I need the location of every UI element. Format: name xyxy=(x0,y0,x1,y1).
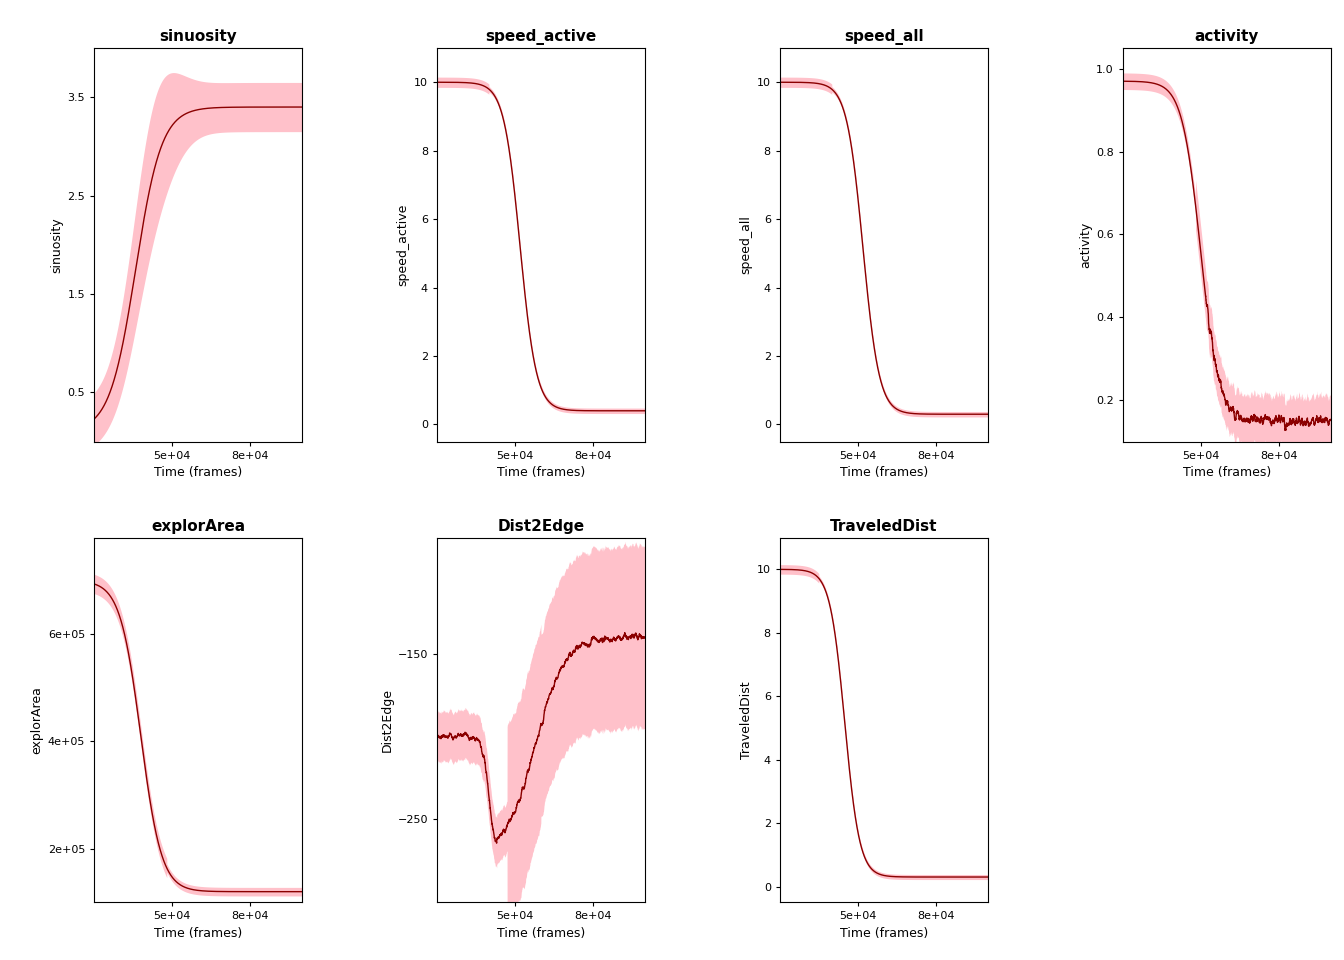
Title: sinuosity: sinuosity xyxy=(159,29,237,44)
X-axis label: Time (frames): Time (frames) xyxy=(153,927,242,940)
Title: Dist2Edge: Dist2Edge xyxy=(497,518,585,534)
X-axis label: Time (frames): Time (frames) xyxy=(840,927,927,940)
Title: speed_active: speed_active xyxy=(485,29,597,45)
Title: activity: activity xyxy=(1195,29,1259,44)
X-axis label: Time (frames): Time (frames) xyxy=(153,467,242,479)
Y-axis label: sinuosity: sinuosity xyxy=(50,217,63,273)
X-axis label: Time (frames): Time (frames) xyxy=(840,467,927,479)
X-axis label: Time (frames): Time (frames) xyxy=(497,467,585,479)
Title: explorArea: explorArea xyxy=(151,518,245,534)
X-axis label: Time (frames): Time (frames) xyxy=(497,927,585,940)
Y-axis label: explorArea: explorArea xyxy=(31,686,43,754)
Title: speed_all: speed_all xyxy=(844,29,923,45)
X-axis label: Time (frames): Time (frames) xyxy=(1183,467,1271,479)
Y-axis label: activity: activity xyxy=(1079,222,1091,268)
Title: TraveledDist: TraveledDist xyxy=(831,518,938,534)
Y-axis label: TraveledDist: TraveledDist xyxy=(739,682,753,758)
Y-axis label: Dist2Edge: Dist2Edge xyxy=(380,688,394,752)
Y-axis label: speed_active: speed_active xyxy=(396,204,410,286)
Y-axis label: speed_all: speed_all xyxy=(739,215,753,275)
